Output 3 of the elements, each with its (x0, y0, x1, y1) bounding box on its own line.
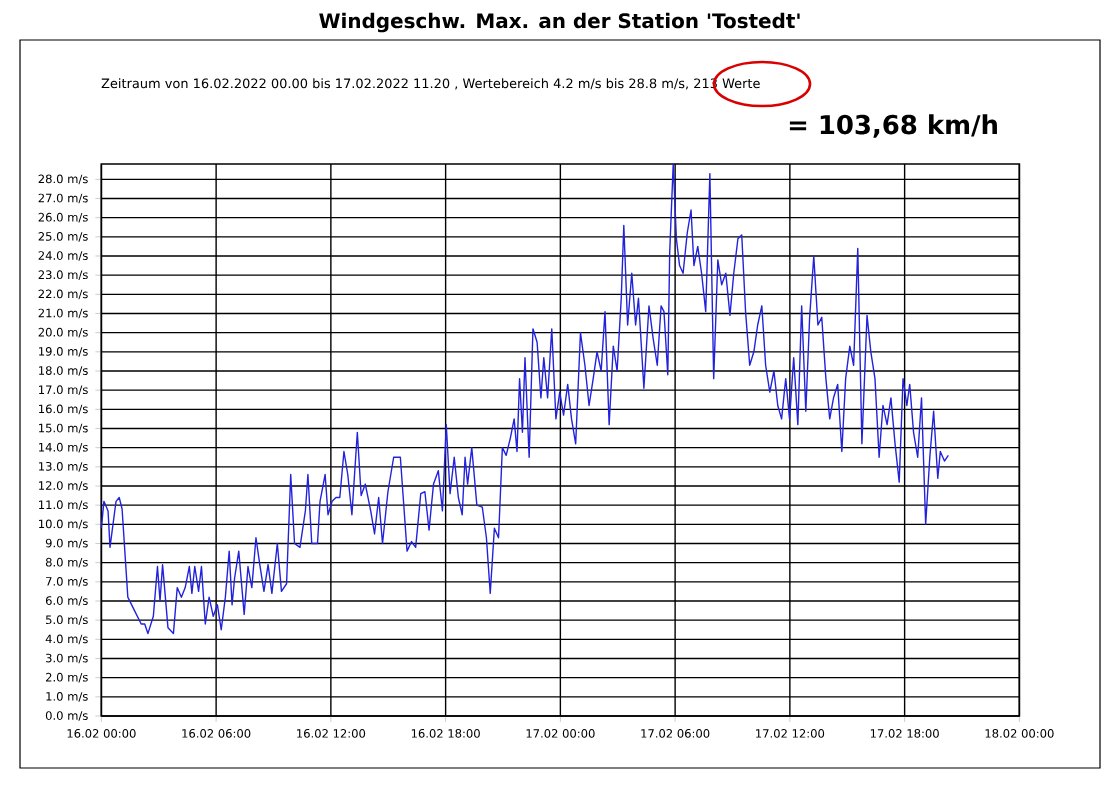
text: = 103,68 km/h (789, 114, 997, 138)
chart-title: Windgeschw. Max. an der Station 'Tostedt' (319, 12, 800, 33)
line-series (100, 163, 949, 635)
